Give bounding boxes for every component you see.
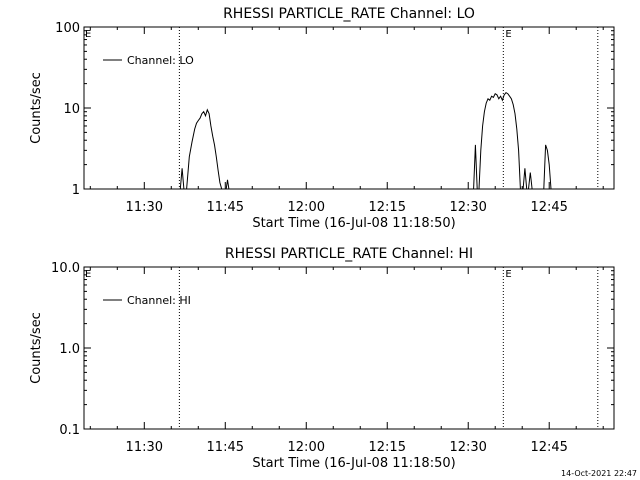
y-axis-label: Counts/sec [29, 72, 44, 144]
y-tick-label: 10.0 [51, 261, 80, 276]
x-tick-label: 11:45 [207, 200, 244, 215]
footer-timestamp: 14-Oct-2021 22:47 [561, 469, 637, 478]
x-tick-label: 12:30 [449, 440, 486, 455]
x-tick-label: 12:15 [369, 200, 406, 215]
x-tick-label: 12:45 [530, 440, 567, 455]
y-tick-label: 1 [72, 183, 80, 198]
y-tick-label: 10 [63, 102, 80, 117]
x-tick-label: 11:30 [126, 200, 163, 215]
x-tick-label: 12:00 [288, 200, 325, 215]
eclipse-label: E [85, 29, 91, 40]
x-tick-label: 11:30 [126, 440, 163, 455]
y-tick-label: 1.0 [59, 342, 80, 357]
x-axis-label: Start Time (16-Jul-08 11:18:50) [252, 456, 455, 471]
lo-channel-chart: RHESSI PARTICLE_RATE Channel: LO Start Ti… [29, 6, 615, 231]
legend-label: Channel: LO [127, 54, 194, 67]
x-tick-label: 12:30 [449, 200, 486, 215]
chart-title: RHESSI PARTICLE_RATE Channel: LO [223, 6, 475, 22]
eclipse-label: E [505, 269, 511, 280]
plot-frame [83, 266, 615, 430]
x-tick-label: 12:45 [530, 200, 567, 215]
x-tick-label: 11:45 [207, 440, 244, 455]
x-tick-label: 12:00 [288, 440, 325, 455]
eclipse-label: E [505, 29, 511, 40]
series-line [179, 91, 552, 190]
y-axis-label: Counts/sec [29, 312, 44, 384]
plot-frame [83, 26, 615, 190]
y-tick-label: 100 [55, 21, 80, 36]
legend-label: Channel: HI [127, 294, 191, 307]
hi-channel-chart: RHESSI PARTICLE_RATE Channel: HI Start Ti… [29, 246, 615, 471]
chart-title: RHESSI PARTICLE_RATE Channel: HI [225, 246, 473, 262]
y-tick-label: 0.1 [59, 423, 80, 438]
x-tick-label: 12:15 [369, 440, 406, 455]
eclipse-label: E [85, 269, 91, 280]
x-axis-label: Start Time (16-Jul-08 11:18:50) [252, 216, 455, 231]
